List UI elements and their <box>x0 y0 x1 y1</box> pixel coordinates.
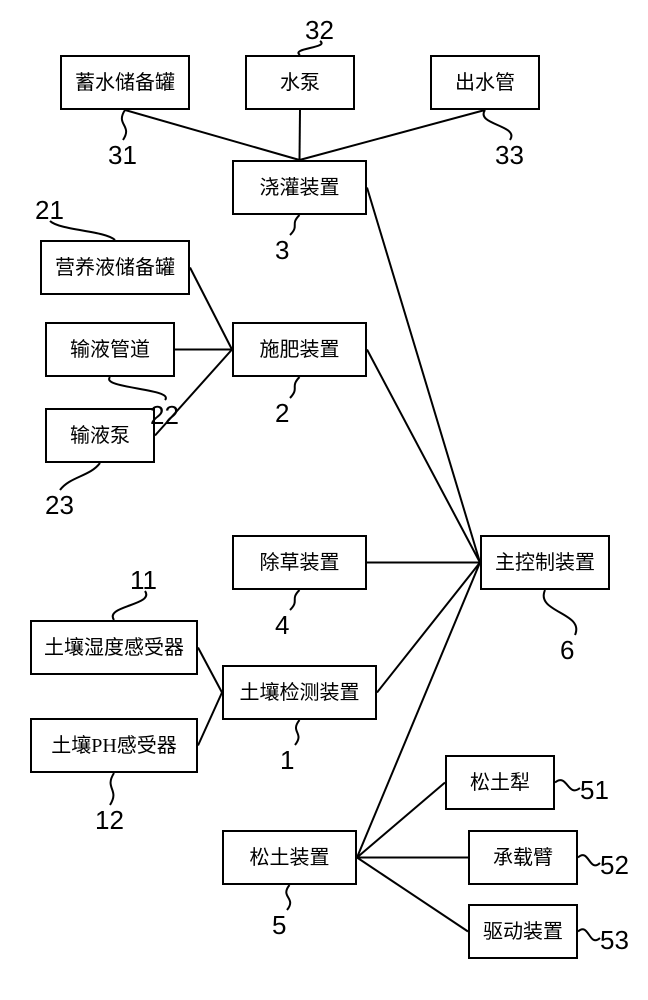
ref-r21: 21 <box>35 195 64 226</box>
node-weeding: 除草装置 <box>232 535 367 590</box>
ref-r12: 12 <box>95 805 124 836</box>
node-drive_device: 驱动装置 <box>468 904 578 959</box>
node-carrier_arm: 承载臂 <box>468 830 578 885</box>
node-water_tank: 蓄水储备罐 <box>60 55 190 110</box>
ref-r1: 1 <box>280 745 294 776</box>
ref-r22: 22 <box>150 400 179 431</box>
ref-r52: 52 <box>600 850 629 881</box>
ref-r2: 2 <box>275 398 289 429</box>
ref-r11: 11 <box>130 565 157 596</box>
ref-r33: 33 <box>495 140 524 171</box>
ref-r32: 32 <box>305 15 334 46</box>
ref-r6: 6 <box>560 635 574 666</box>
node-outlet_pipe: 出水管 <box>430 55 540 110</box>
node-water_pump: 水泵 <box>245 55 355 110</box>
node-soil_loosen: 松土装置 <box>222 830 357 885</box>
node-plough: 松土犁 <box>445 755 555 810</box>
node-soil_ph: 土壤PH感受器 <box>30 718 198 773</box>
ref-r53: 53 <box>600 925 629 956</box>
ref-r5: 5 <box>272 910 286 941</box>
diagram-canvas: 蓄水储备罐水泵 出水管浇灌装置营养液储备罐输液管道输液泵 施肥装置除草装置 主控制装置… <box>0 0 648 1000</box>
node-irrigation: 浇灌装置 <box>232 160 367 215</box>
ref-r4: 4 <box>275 610 289 641</box>
node-infusion_pump: 输液泵 <box>45 408 155 463</box>
node-soil_detect: 土壤检测装置 <box>222 665 377 720</box>
node-soil_humidity: 土壤湿度感受器 <box>30 620 198 675</box>
ref-r51: 51 <box>580 775 609 806</box>
node-nutrient_tank: 营养液储备罐 <box>40 240 190 295</box>
ref-r31: 31 <box>108 140 137 171</box>
node-fertilizer: 施肥装置 <box>232 322 367 377</box>
node-infusion_pipe: 输液管道 <box>45 322 175 377</box>
ref-r23: 23 <box>45 490 74 521</box>
ref-r3: 3 <box>275 235 289 266</box>
node-main_ctrl: 主控制装置 <box>480 535 610 590</box>
